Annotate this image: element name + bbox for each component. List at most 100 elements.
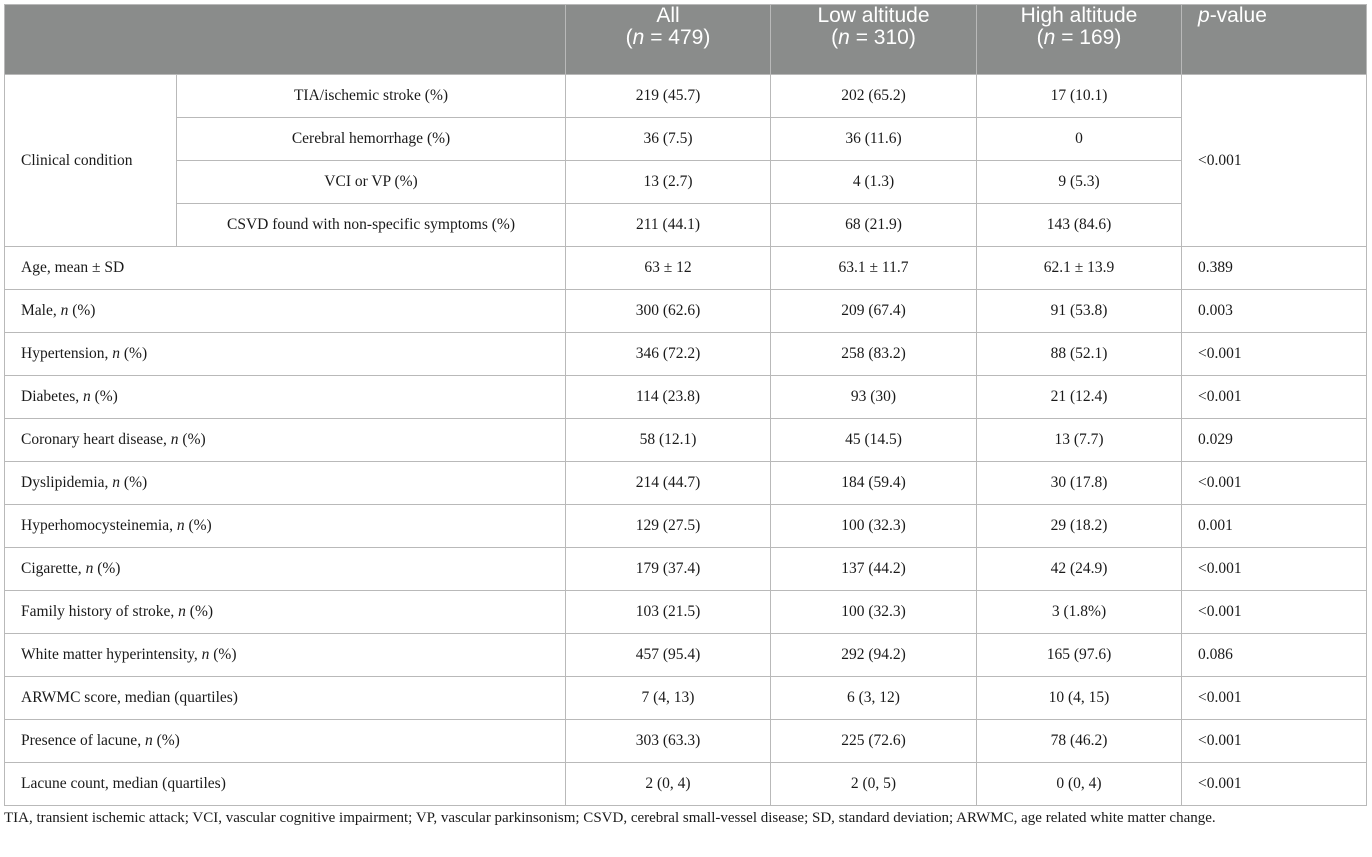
header-high-altitude: High altitude (n = 169) xyxy=(976,4,1182,75)
row-label: Hyperhomocysteinemia, n (%) xyxy=(4,504,566,548)
clinical-condition-p: <0.001 xyxy=(1181,74,1367,247)
cell-high: 143 (84.6) xyxy=(976,203,1182,247)
cell-low: 93 (30) xyxy=(770,375,977,419)
cell-high: 3 (1.8%) xyxy=(976,590,1182,634)
cell-low: 6 (3, 12) xyxy=(770,676,977,720)
header-all: All (n = 479) xyxy=(565,4,771,75)
table-row: Cerebral hemorrhage (%) 36 (7.5) 36 (11.… xyxy=(5,117,1367,161)
row-label: ARWMC score, median (quartiles) xyxy=(4,676,566,720)
cell-low: 45 (14.5) xyxy=(770,418,977,462)
row-label: Diabetes, n (%) xyxy=(4,375,566,419)
row-label: Age, mean ± SD xyxy=(4,246,566,290)
row-label: Family history of stroke, n (%) xyxy=(4,590,566,634)
row-label: CSVD found with non-specific symptoms (%… xyxy=(176,203,566,247)
header-all-n: (n = 479) xyxy=(625,26,711,49)
table-row: Presence of lacune, n (%) 303 (63.3) 225 (… xyxy=(4,719,1367,763)
row-label: White matter hyperintensity, n (%) xyxy=(4,633,566,677)
cell-p-value: 0.029 xyxy=(1181,418,1367,462)
cell-high: 42 (24.9) xyxy=(976,547,1182,591)
cell-low: 63.1 ± 11.7 xyxy=(770,246,977,290)
table-row: Age, mean ± SD 63 ± 12 63.1 ± 11.7 62.1 ± 1… xyxy=(4,246,1367,290)
cell-all: 129 (27.5) xyxy=(565,504,771,548)
header-low-name: Low altitude xyxy=(817,4,930,27)
row-label: Cigarette, n (%) xyxy=(4,547,566,591)
table-row: Hypertension, n (%) 346 (72.2) 258 (83.2) 8… xyxy=(4,332,1367,376)
cell-high: 29 (18.2) xyxy=(976,504,1182,548)
row-label: Lacune count, median (quartiles) xyxy=(4,762,566,806)
table-row: Family history of stroke, n (%) 103 (21.5… xyxy=(4,590,1367,634)
table-row: Cigarette, n (%) 179 (37.4) 137 (44.2) 42 (… xyxy=(4,547,1367,591)
cell-all: 457 (95.4) xyxy=(565,633,771,677)
cell-all: 219 (45.7) xyxy=(565,74,771,118)
table-row: ARWMC score, median (quartiles) 7 (4, 13)… xyxy=(4,676,1367,720)
cell-high: 78 (46.2) xyxy=(976,719,1182,763)
table-row: Dyslipidemia, n (%) 214 (44.7) 184 (59.4) 3… xyxy=(4,461,1367,505)
cell-low: 184 (59.4) xyxy=(770,461,977,505)
cell-all: 2 (0, 4) xyxy=(565,762,771,806)
cell-low: 100 (32.3) xyxy=(770,504,977,548)
cell-all: 58 (12.1) xyxy=(565,418,771,462)
cell-high: 0 (0, 4) xyxy=(976,762,1182,806)
cell-high: 10 (4, 15) xyxy=(976,676,1182,720)
cell-all: 303 (63.3) xyxy=(565,719,771,763)
row-label: Hypertension, n (%) xyxy=(4,332,566,376)
cell-p-value: <0.001 xyxy=(1181,762,1367,806)
cell-all: 7 (4, 13) xyxy=(565,676,771,720)
table-footnote: TIA, transient ischemic attack; VCI, vas… xyxy=(4,810,1216,826)
cell-p-value: <0.001 xyxy=(1181,547,1367,591)
table-row: White matter hyperintensity, n (%) 457 (9… xyxy=(4,633,1367,677)
table-row: Coronary heart disease, n (%) 58 (12.1) 45… xyxy=(4,418,1367,462)
row-label: Cerebral hemorrhage (%) xyxy=(176,117,566,161)
cell-high: 0 xyxy=(976,117,1182,161)
cell-all: 103 (21.5) xyxy=(565,590,771,634)
header-low-n: (n = 310) xyxy=(831,26,916,49)
header-high-n: (n = 169) xyxy=(1036,26,1122,49)
cell-p-value: 0.003 xyxy=(1181,289,1367,333)
table-row: Lacune count, median (quartiles) 2 (0, 4)… xyxy=(4,762,1367,806)
cell-p-value: <0.001 xyxy=(1181,590,1367,634)
cell-high: 9 (5.3) xyxy=(976,160,1182,204)
cell-low: 202 (65.2) xyxy=(770,74,977,118)
cell-p-value: <0.001 xyxy=(1181,719,1367,763)
cell-low: 4 (1.3) xyxy=(770,160,977,204)
clinical-condition-label: Clinical condition xyxy=(4,74,177,247)
cell-low: 292 (94.2) xyxy=(770,633,977,677)
cell-high: 30 (17.8) xyxy=(976,461,1182,505)
cell-p-value: <0.001 xyxy=(1181,375,1367,419)
table-row: Male, n (%) 300 (62.6) 209 (67.4) 91 (53.8)… xyxy=(4,289,1367,333)
header-p-value: p-value xyxy=(1181,4,1367,75)
cell-high: 91 (53.8) xyxy=(976,289,1182,333)
cell-all: 13 (2.7) xyxy=(565,160,771,204)
cell-low: 258 (83.2) xyxy=(770,332,977,376)
cell-all: 300 (62.6) xyxy=(565,289,771,333)
cell-all: 63 ± 12 xyxy=(565,246,771,290)
header-high-name: High altitude xyxy=(1020,4,1138,27)
table-row: Diabetes, n (%) 114 (23.8) 93 (30) 21 (12.4… xyxy=(4,375,1367,419)
cell-all: 114 (23.8) xyxy=(565,375,771,419)
cell-high: 21 (12.4) xyxy=(976,375,1182,419)
cell-high: 88 (52.1) xyxy=(976,332,1182,376)
cell-low: 2 (0, 5) xyxy=(770,762,977,806)
cell-low: 137 (44.2) xyxy=(770,547,977,591)
cell-p-value: 0.001 xyxy=(1181,504,1367,548)
table-row: CSVD found with non-specific symptoms (%… xyxy=(5,203,1367,247)
header-all-name: All xyxy=(656,4,680,27)
cell-all: 36 (7.5) xyxy=(565,117,771,161)
table-row: Clinical condition TIA/ischemic stroke (… xyxy=(4,74,1367,247)
cell-p-value: <0.001 xyxy=(1181,332,1367,376)
header-low-altitude: Low altitude (n = 310) xyxy=(770,4,977,75)
cell-all: 211 (44.1) xyxy=(565,203,771,247)
row-label: Coronary heart disease, n (%) xyxy=(4,418,566,462)
cell-p-value: 0.389 xyxy=(1181,246,1367,290)
cell-p-value: <0.001 xyxy=(1181,676,1367,720)
header-variable xyxy=(4,4,566,75)
cell-p-value: <0.001 xyxy=(1181,461,1367,505)
row-label: VCI or VP (%) xyxy=(176,160,566,204)
cell-high: 165 (97.6) xyxy=(976,633,1182,677)
table-row: Hyperhomocysteinemia, n (%) 129 (27.5) 100… xyxy=(4,504,1367,548)
cell-low: 225 (72.6) xyxy=(770,719,977,763)
cell-low: 100 (32.3) xyxy=(770,590,977,634)
table-row: VCI or VP (%) 13 (2.7) 4 (1.3) 9 (5.3) xyxy=(5,160,1367,204)
cell-low: 209 (67.4) xyxy=(770,289,977,333)
cell-high: 17 (10.1) xyxy=(976,74,1182,118)
